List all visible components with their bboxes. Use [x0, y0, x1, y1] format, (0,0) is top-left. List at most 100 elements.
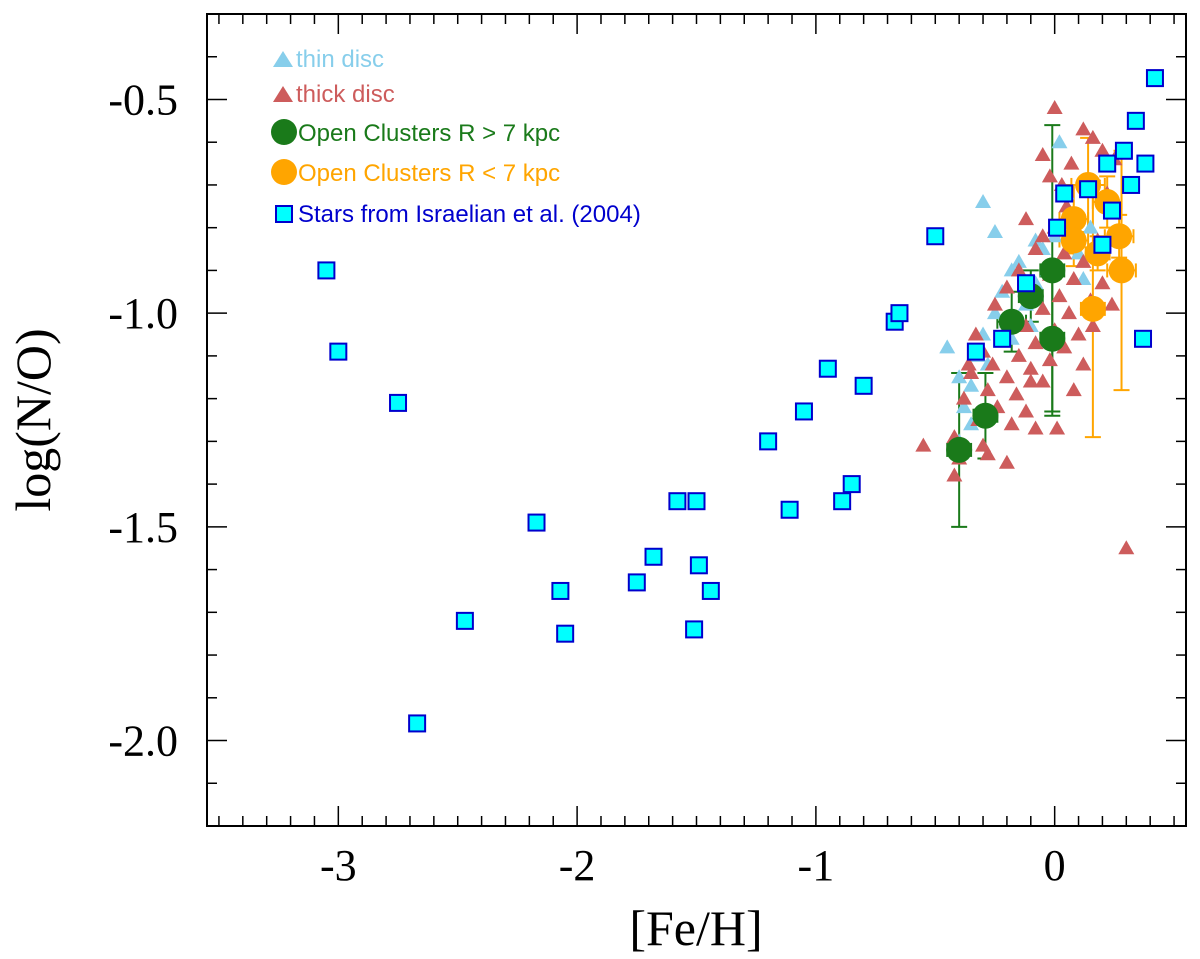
legend-circle-icon	[271, 119, 297, 145]
triangle-point	[1034, 300, 1051, 315]
square-point	[1126, 111, 1145, 130]
triangle-point	[986, 223, 1003, 238]
square-point	[794, 402, 813, 421]
legend-label-israelian-stars: Stars from Israelian et al. (2004)	[298, 201, 641, 228]
triangle-point	[975, 194, 992, 209]
triangle-point	[1084, 317, 1101, 332]
triangle-point	[1075, 253, 1092, 268]
triangle-point	[998, 454, 1015, 469]
square-point	[408, 714, 427, 733]
square-point	[833, 492, 852, 511]
x-axis-title: [Fe/H]	[629, 900, 762, 956]
cluster-point	[1079, 295, 1106, 322]
cluster-point	[1060, 227, 1087, 254]
triangle-point	[1070, 326, 1087, 341]
square-point	[842, 475, 861, 494]
triangle-point	[1034, 373, 1051, 388]
triangle-point	[955, 399, 972, 414]
legend-label-open-clusters-outer: Open Clusters R > 7 kpc	[298, 120, 560, 147]
square-point	[455, 611, 474, 630]
square-point	[689, 556, 708, 575]
triangle-point	[1082, 219, 1099, 234]
triangle-point	[1018, 403, 1035, 418]
cluster-point	[1039, 257, 1066, 284]
square-point	[759, 432, 778, 451]
square-point	[389, 393, 408, 412]
triangle-point	[1049, 420, 1066, 435]
x-tick-label: 0	[1044, 841, 1066, 890]
points-layer	[317, 69, 1164, 733]
square-point	[818, 359, 837, 378]
legend-item-open-clusters-inner: Open Clusters R < 7 kpc	[271, 159, 560, 187]
legend-item-thin-disc: thin disc	[273, 46, 384, 73]
square-point	[780, 500, 799, 519]
square-point	[1017, 274, 1036, 293]
triangle-point	[1063, 155, 1080, 170]
series-stars-from-israelian-et-al-2004	[317, 69, 1164, 733]
triangle-point	[986, 296, 1003, 311]
legend-item-open-clusters-outer: Open Clusters R > 7 kpc	[271, 119, 560, 147]
axes-layer	[206, 13, 1187, 827]
triangle-point	[1010, 253, 1027, 268]
x-tick-label: -2	[559, 841, 596, 890]
y-tick-label: -0.5	[108, 75, 178, 124]
legend-item-israelian-stars: Stars from Israelian et al. (2004)	[275, 201, 641, 228]
square-point	[1079, 180, 1098, 199]
tick-labels: -3 -2 -1 0 -0.5 -1.0 -1.5 -2.0	[108, 75, 1065, 890]
triangle-point	[1027, 420, 1044, 435]
triangle-point	[1010, 347, 1027, 362]
square-point	[1114, 141, 1133, 160]
x-tick-label: -3	[320, 841, 357, 890]
square-point	[1093, 235, 1112, 254]
triangle-point	[1027, 335, 1044, 350]
square-point	[701, 581, 720, 600]
square-point	[1122, 175, 1141, 194]
triangle-point	[946, 467, 963, 482]
triangle-point	[1008, 386, 1025, 401]
triangle-point	[955, 390, 972, 405]
square-point	[1048, 218, 1067, 237]
triangle-point	[986, 305, 1003, 320]
square-point	[644, 547, 663, 566]
triangle-point	[1041, 352, 1058, 367]
square-point	[627, 573, 646, 592]
triangle-point	[1075, 356, 1092, 371]
triangle-point	[1022, 373, 1039, 388]
triangle-point	[951, 369, 968, 384]
triangle-point	[1022, 360, 1039, 375]
triangle-point	[963, 377, 980, 392]
square-point	[687, 492, 706, 511]
x-tick-label: -1	[798, 841, 835, 890]
triangle-point	[1010, 262, 1027, 277]
cluster-point	[1108, 257, 1135, 284]
triangle-point	[1056, 245, 1073, 260]
legend-circle-icon	[271, 159, 297, 185]
legend-item-thick-disc: thick disc	[273, 81, 395, 108]
square-point	[854, 376, 873, 395]
legend-label-open-clusters-inner: Open Clusters R < 7 kpc	[298, 160, 560, 187]
cluster-point	[1060, 206, 1087, 233]
square-point	[668, 492, 687, 511]
triangle-point	[1051, 288, 1068, 303]
triangle-point	[960, 356, 977, 371]
y-tick-label: -1.5	[108, 503, 178, 552]
triangle-point	[1018, 211, 1035, 226]
triangle-point	[1065, 382, 1082, 397]
legend-triangle-icon	[273, 51, 293, 67]
square-point	[317, 261, 336, 280]
y-tick-label: -2.0	[108, 717, 178, 766]
triangle-point	[1034, 147, 1051, 162]
legend-triangle-icon	[273, 86, 293, 102]
cluster-point	[1039, 325, 1066, 352]
errorbar-layer	[946, 124, 1137, 528]
legend-label-thick-disc: thick disc	[296, 81, 395, 108]
triangle-point	[963, 416, 980, 431]
triangle-point	[963, 364, 980, 379]
triangle-point	[939, 339, 956, 354]
square-point	[926, 227, 945, 246]
triangle-point	[1094, 275, 1111, 290]
square-point	[1134, 329, 1153, 348]
cluster-point	[972, 402, 999, 429]
triangle-point	[979, 382, 996, 397]
triangle-point	[1034, 228, 1051, 243]
